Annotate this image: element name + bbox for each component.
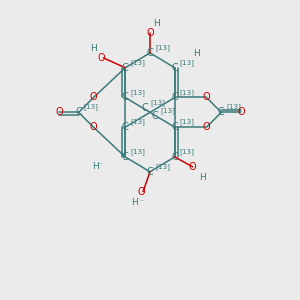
Text: [13]: [13] <box>180 148 195 155</box>
Text: C: C <box>171 63 178 73</box>
Text: ⁻: ⁻ <box>99 162 102 168</box>
Text: O: O <box>189 162 196 172</box>
Text: [13]: [13] <box>84 103 98 110</box>
Text: [13]: [13] <box>180 59 195 66</box>
Text: O: O <box>203 92 210 103</box>
Text: [13]: [13] <box>180 118 195 125</box>
Text: C: C <box>152 111 158 121</box>
Text: C: C <box>122 92 129 103</box>
Text: H: H <box>193 50 200 58</box>
Text: H: H <box>154 19 160 28</box>
Text: [13]: [13] <box>130 118 145 125</box>
Text: ⁻: ⁻ <box>139 200 143 206</box>
Text: O: O <box>90 92 97 103</box>
Text: [13]: [13] <box>130 59 145 66</box>
Text: O: O <box>55 107 63 117</box>
Text: [13]: [13] <box>160 108 175 114</box>
Text: H: H <box>131 198 137 207</box>
Text: C: C <box>142 103 148 113</box>
Text: H: H <box>199 173 206 182</box>
Text: C: C <box>147 48 153 58</box>
Text: H: H <box>92 162 99 171</box>
Text: O: O <box>90 122 97 132</box>
Text: [13]: [13] <box>155 163 170 170</box>
Text: C: C <box>218 107 225 117</box>
Text: C: C <box>171 92 178 103</box>
Text: O: O <box>146 28 154 38</box>
Text: O: O <box>203 122 210 132</box>
Text: O: O <box>98 53 105 63</box>
Text: C: C <box>122 63 129 73</box>
Text: O: O <box>137 187 145 196</box>
Text: O: O <box>237 107 245 117</box>
Text: [13]: [13] <box>130 148 145 155</box>
Text: C: C <box>122 122 129 132</box>
Text: C: C <box>171 152 178 162</box>
Text: H: H <box>90 44 97 53</box>
Text: [13]: [13] <box>180 89 195 95</box>
Text: [13]: [13] <box>130 89 145 95</box>
Text: C: C <box>75 107 82 117</box>
Text: C: C <box>171 122 178 132</box>
Text: [13]: [13] <box>155 44 170 51</box>
Text: [13]: [13] <box>226 103 241 110</box>
Text: C: C <box>147 167 153 177</box>
Text: [13]: [13] <box>150 100 165 106</box>
Text: C: C <box>122 152 129 162</box>
